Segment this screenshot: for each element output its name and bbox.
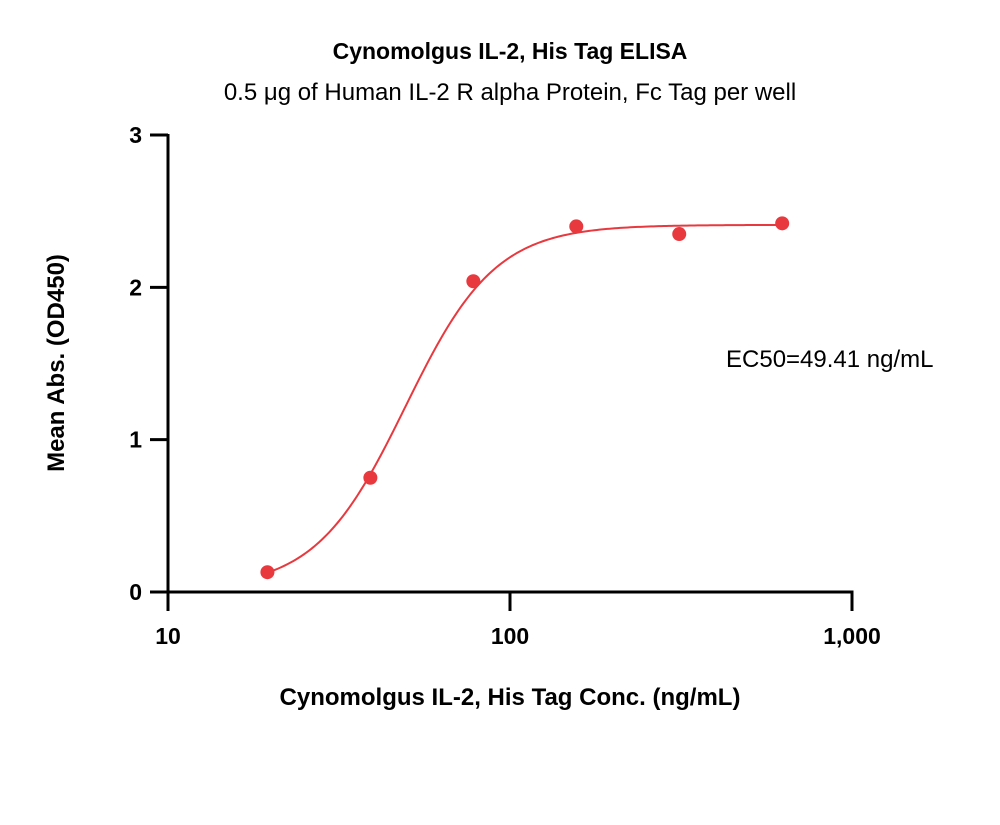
chart-title: Cynomolgus IL-2, His Tag ELISA (333, 38, 688, 64)
data-point (466, 274, 481, 289)
data-point (569, 219, 584, 234)
y-tick-label: 0 (129, 579, 142, 605)
y-tick-label: 3 (129, 122, 142, 148)
x-tick-label: 10 (155, 623, 181, 649)
x-tick-label: 100 (491, 623, 529, 649)
data-point (775, 216, 790, 231)
data-points (260, 216, 790, 580)
data-point (672, 227, 687, 242)
ec50-annotation: EC50=49.41 ng/mL (726, 346, 933, 373)
data-point (260, 565, 275, 580)
y-tick-label: 2 (129, 274, 142, 300)
axes: 0 1 2 3 10 100 1,000 (129, 122, 881, 649)
x-axis-label: Cynomolgus IL-2, His Tag Conc. (ng/mL) (280, 684, 741, 711)
fit-curve (267, 223, 783, 574)
y-axis-label: Mean Abs. (OD450) (43, 254, 70, 472)
y-tick-label: 1 (129, 427, 142, 453)
x-tick-label: 1,000 (823, 623, 881, 649)
data-point (363, 470, 378, 485)
chart-subtitle: 0.5 μg of Human IL-2 R alpha Protein, Fc… (224, 79, 796, 106)
